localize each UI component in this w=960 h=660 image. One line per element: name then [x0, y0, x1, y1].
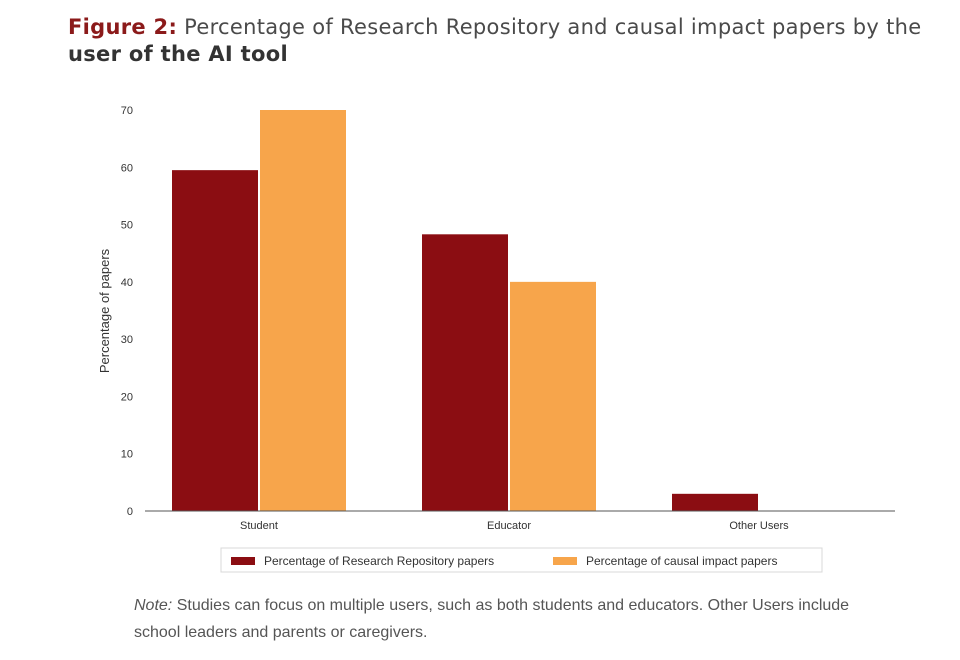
- x-axis-ticks: Student Educator Other Users: [240, 520, 789, 532]
- legend-label-repository: Percentage of Research Repository papers: [264, 554, 494, 568]
- legend-box: [220, 547, 823, 573]
- note-text: Studies can focus on multiple users, suc…: [134, 597, 850, 641]
- y-tick-label: 60: [121, 162, 133, 174]
- y-tick-label: 10: [121, 449, 133, 461]
- y-tick-label: 70: [121, 105, 133, 117]
- bar-repository-other-users: [672, 493, 758, 511]
- bars: [172, 110, 758, 511]
- legend: Percentage of Research Repository papers…: [220, 547, 823, 573]
- bar-repository-student: [172, 170, 258, 511]
- note-label: Note:: [134, 597, 173, 614]
- bar-causal-student: [260, 110, 346, 511]
- y-tick-label: 20: [121, 391, 133, 403]
- y-tick-label: 0: [127, 506, 133, 518]
- x-tick-label: Educator: [487, 520, 531, 532]
- y-tick-label: 30: [121, 334, 133, 346]
- bar-repository-educator: [422, 234, 508, 511]
- legend-swatch-repository: [231, 557, 255, 565]
- legend-label-causal: Percentage of causal impact papers: [586, 554, 777, 568]
- bar-causal-educator: [510, 281, 596, 511]
- figure-title-text: Percentage of Research Repository and ca…: [177, 15, 922, 39]
- y-axis-ticks: 0 10 20 30 40 50 60 70: [121, 105, 133, 518]
- figure-note: Note: Studies can focus on multiple user…: [134, 592, 894, 646]
- legend-swatch-causal: [553, 557, 577, 565]
- figure-label: Figure 2:: [68, 15, 178, 39]
- x-tick-label: Other Users: [729, 520, 789, 532]
- y-tick-label: 40: [121, 277, 133, 289]
- figure-heading: Figure 2: Percentage of Research Reposit…: [68, 14, 948, 68]
- y-axis-label: Percentage of papers: [97, 248, 112, 373]
- x-tick-label: Student: [240, 520, 278, 532]
- y-tick-label: 50: [121, 220, 133, 232]
- bar-chart: 0 10 20 30 40 50 60 70 Student Educator Other Use…: [97, 105, 895, 573]
- figure-title-emphasis: user of the AI tool: [68, 42, 288, 66]
